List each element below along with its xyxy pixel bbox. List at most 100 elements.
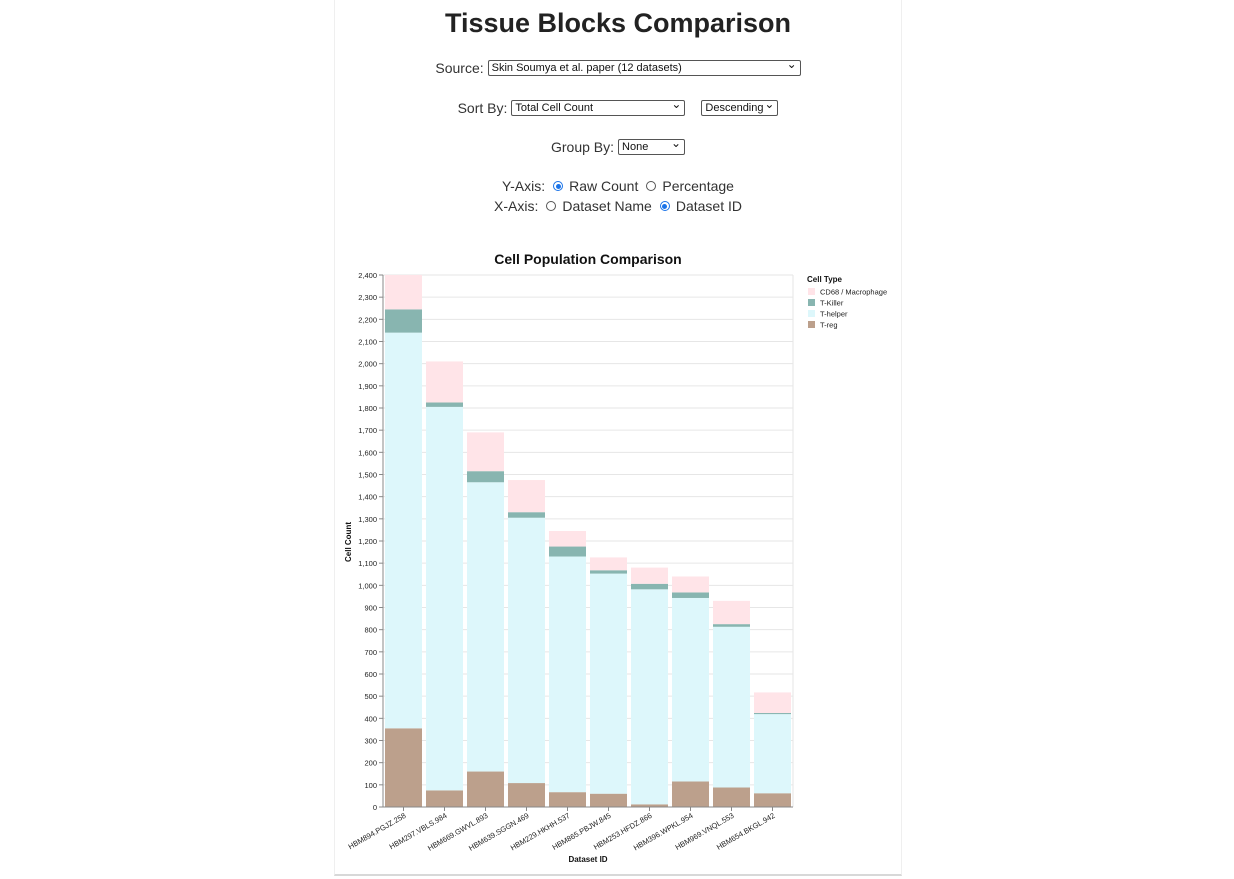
y-tick-label: 500 — [364, 692, 377, 701]
bar-segment-t-helper[interactable] — [549, 556, 586, 793]
bar-segment-cd68-macrophage[interactable] — [426, 361, 463, 403]
group-by-select[interactable]: None — [618, 136, 686, 155]
bar-segment-t-killer[interactable] — [549, 546, 586, 557]
group-label: Group By: — [550, 139, 615, 155]
yaxis-raw-count-radio[interactable] — [553, 181, 564, 191]
y-axis: 0 100 200 300 400 500 600 700 800 900 1,000 1,100 1,… — [358, 271, 384, 812]
chart-container: Cell Population Comparison 0 100 200 300 400… — [335, 240, 901, 874]
group-control: Group By: None — [335, 136, 901, 155]
yaxis-control: Y-Axis: Raw Count Percentage — [335, 178, 901, 194]
y-tick-label: 200 — [364, 759, 377, 768]
legend-label: CD68 / Macrophage — [820, 288, 887, 297]
y-tick-label: 1,500 — [358, 471, 377, 480]
yaxis-raw-count-label[interactable]: Raw Count — [569, 178, 639, 194]
xaxis-dataset-name-label[interactable]: Dataset Name — [562, 198, 652, 214]
xaxis-label: X-Axis: — [494, 198, 539, 214]
bar-segment-t-helper[interactable] — [385, 332, 422, 729]
bar-segment-t-killer[interactable] — [672, 592, 709, 598]
bar-segment-t-killer[interactable] — [713, 624, 750, 627]
bar-segment-cd68-macrophage[interactable] — [385, 275, 422, 310]
bar-segment-cd68-macrophage[interactable] — [713, 600, 750, 625]
bar-segment-cd68-macrophage[interactable] — [590, 557, 627, 571]
page-title: Tissue Blocks Comparison — [444, 8, 792, 38]
bar-segment-t-killer[interactable] — [385, 309, 422, 333]
bar-segment-t-reg[interactable] — [590, 793, 627, 807]
bar-segment-t-killer[interactable] — [754, 713, 791, 715]
page-container: Tissue Blocks Comparison Source: Skin So… — [334, 0, 902, 876]
bar-segment-t-helper[interactable] — [754, 714, 791, 794]
legend-swatch — [808, 321, 815, 328]
bar-segment-t-killer[interactable] — [631, 583, 668, 590]
bar-segment-t-reg[interactable] — [467, 771, 504, 807]
source-select[interactable]: Skin Soumya et al. paper (12 datasets) — [487, 57, 801, 76]
y-tick-label: 2,200 — [358, 315, 377, 324]
bar-segment-t-reg[interactable] — [754, 793, 791, 807]
bars-group — [385, 275, 791, 807]
source-control: Source: Skin Soumya et al. paper (12 dat… — [335, 57, 901, 76]
legend-swatch — [808, 299, 815, 306]
x-axis: HBM894.PGJZ.258HBM297.VBLS.984HBM669.GWV… — [347, 806, 793, 853]
xaxis-dataset-name-radio[interactable] — [546, 201, 557, 211]
legend-swatch — [808, 288, 815, 295]
bar-segment-t-reg[interactable] — [713, 787, 750, 807]
y-tick-label: 2,000 — [358, 360, 377, 369]
bar-segment-cd68-macrophage[interactable] — [467, 432, 504, 472]
bar-segment-cd68-macrophage[interactable] — [508, 480, 545, 513]
y-tick-label: 1,800 — [358, 404, 377, 413]
bar-segment-t-helper[interactable] — [508, 517, 545, 784]
bar-segment-t-reg[interactable] — [631, 804, 668, 807]
xaxis-dataset-id-radio[interactable] — [659, 201, 670, 211]
xaxis-dataset-id-label[interactable]: Dataset ID — [675, 198, 742, 214]
y-tick-label: 2,300 — [358, 293, 377, 302]
legend-label: T-Killer — [820, 299, 844, 308]
bar-segment-t-killer[interactable] — [590, 570, 627, 574]
bar-segment-t-killer[interactable] — [426, 402, 463, 407]
y-tick-label: 2,100 — [358, 338, 377, 347]
legend-swatch — [808, 310, 815, 317]
y-tick-label: 2,400 — [358, 271, 377, 280]
y-tick-label: 1,700 — [358, 426, 377, 435]
legend: Cell Type CD68 / Macrophage T-Killer T-hel… — [807, 275, 887, 330]
x-axis-title: Dataset ID — [568, 855, 607, 864]
y-tick-label: 600 — [364, 670, 377, 679]
bar-segment-cd68-macrophage[interactable] — [672, 576, 709, 593]
y-tick-label: 0 — [373, 803, 377, 812]
bar-segment-t-helper[interactable] — [672, 597, 709, 782]
bar-segment-t-reg[interactable] — [549, 792, 586, 807]
sort-by-select[interactable]: Total Cell Count — [511, 97, 686, 116]
bar-segment-t-helper[interactable] — [590, 573, 627, 794]
bar-segment-t-helper[interactable] — [713, 626, 750, 788]
sort-order-select[interactable]: Descending — [701, 97, 779, 116]
yaxis-percentage-radio[interactable] — [646, 181, 657, 191]
bar-segment-t-reg[interactable] — [385, 728, 422, 807]
y-tick-label: 800 — [364, 626, 377, 635]
bar-segment-t-helper[interactable] — [426, 406, 463, 791]
legend-title: Cell Type — [807, 275, 843, 284]
bar-segment-t-reg[interactable] — [426, 790, 463, 807]
y-tick-label: 700 — [364, 648, 377, 657]
bar-segment-cd68-macrophage[interactable] — [631, 567, 668, 584]
bar-segment-t-helper[interactable] — [631, 589, 668, 805]
y-tick-label: 1,000 — [358, 581, 377, 590]
bar-segment-t-killer[interactable] — [508, 512, 545, 518]
bar-segment-cd68-macrophage[interactable] — [549, 531, 586, 547]
yaxis-percentage-label[interactable]: Percentage — [662, 178, 734, 194]
stacked-bar-chart: Cell Population Comparison 0 100 200 300 400… — [344, 251, 887, 864]
y-tick-label: 900 — [364, 604, 377, 613]
bar-segment-t-reg[interactable] — [508, 783, 545, 807]
y-tick-label: 1,100 — [358, 559, 377, 568]
bar-segment-t-helper[interactable] — [467, 482, 504, 772]
y-axis-title: Cell Count — [344, 522, 353, 562]
sort-label: Sort By: — [457, 100, 508, 116]
y-tick-label: 300 — [364, 737, 377, 746]
chart-title: Cell Population Comparison — [494, 251, 681, 267]
source-label: Source: — [435, 60, 484, 76]
bar-segment-t-reg[interactable] — [672, 781, 709, 807]
yaxis-label: Y-Axis: — [502, 178, 546, 194]
y-tick-label: 1,300 — [358, 515, 377, 524]
sort-control: Sort By: Total Cell Count Descending — [335, 97, 901, 116]
y-tick-label: 1,900 — [358, 382, 377, 391]
bar-segment-cd68-macrophage[interactable] — [754, 692, 791, 714]
legend-label: T-reg — [820, 321, 838, 330]
bar-segment-t-killer[interactable] — [467, 471, 504, 483]
